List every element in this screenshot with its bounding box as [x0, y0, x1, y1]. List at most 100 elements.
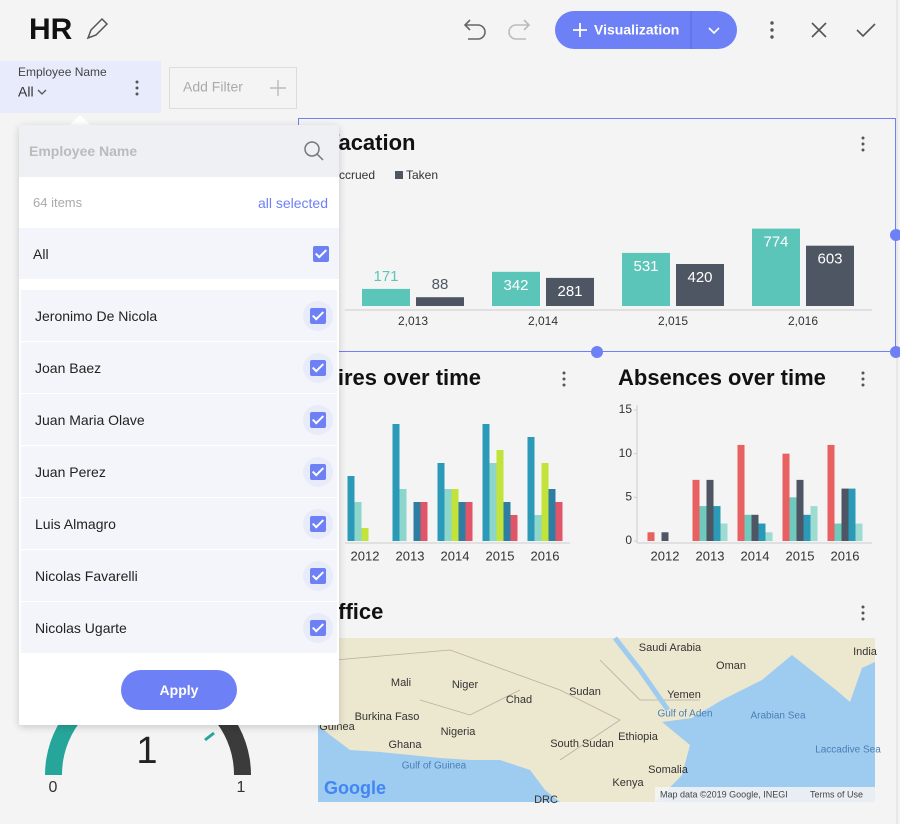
y-tick-label: 0 [625, 533, 632, 547]
bar [676, 264, 724, 306]
add-filter[interactable] [169, 67, 297, 109]
dashboard-title: HR [29, 13, 73, 46]
item-row[interactable]: Nicolas Ugarte [21, 602, 337, 653]
check [310, 568, 326, 584]
map-label: Gulf of Aden [657, 709, 712, 720]
x-tick-label: 2,014 [528, 314, 558, 328]
checkbox[interactable] [313, 246, 329, 262]
map-label: Gulf of Guinea [402, 761, 467, 772]
attribution-bg [655, 787, 875, 802]
item-row[interactable]: Luis Almagro [21, 498, 337, 549]
checkbox[interactable] [303, 561, 333, 591]
confirm[interactable] [856, 23, 876, 38]
bar [548, 489, 556, 541]
button-menu[interactable] [708, 27, 720, 35]
bar [347, 476, 355, 541]
map-label: Nigeria [441, 726, 477, 738]
x-tick-label: 2013 [396, 548, 425, 563]
item-row[interactable]: Joan Baez [21, 342, 337, 393]
y-tick-label: 15 [619, 402, 633, 416]
item-row[interactable]: Juan Maria Olave [21, 394, 337, 445]
bar [496, 450, 504, 541]
map-label: Niger [452, 679, 479, 691]
bar [796, 479, 804, 541]
edit-icon[interactable] [86, 17, 109, 40]
bar [806, 245, 854, 306]
vacation-title: Vacation [325, 130, 415, 155]
filter-chip[interactable] [0, 61, 161, 113]
map: Saudi Arabia Oman India Yemen Gulf of Aden Ar… [279, 636, 881, 806]
bar [451, 489, 459, 541]
all-row[interactable]: All [19, 228, 339, 279]
checkbox[interactable] [303, 301, 333, 331]
red-sea [613, 636, 671, 712]
bar [420, 502, 428, 541]
bar [354, 502, 362, 541]
x-tick-label: 2013 [696, 548, 725, 563]
checkbox[interactable] [303, 405, 333, 435]
bar [465, 502, 473, 541]
bar [699, 506, 707, 541]
gauge-band [172, 676, 251, 775]
bar [437, 463, 445, 541]
item-row[interactable]: Jeronimo De Nicola [21, 290, 337, 341]
x-tick-label: 2,013 [398, 314, 428, 328]
map-label: Ethiopia [618, 731, 659, 743]
data-label: 281 [557, 283, 582, 300]
map-label: DRC [534, 794, 558, 806]
add-icon [270, 80, 286, 96]
more-menu[interactable] [770, 21, 774, 39]
map-label: Ghana [388, 739, 422, 751]
item-row[interactable]: Nicolas Favarelli [21, 550, 337, 601]
bar [361, 528, 369, 541]
count-row: 64 items all selected [19, 177, 339, 227]
map-label: Sudan [569, 686, 601, 698]
x-tick-label: 2015 [786, 548, 815, 563]
bar [458, 502, 466, 541]
search-placeholder: Employee Name [29, 143, 138, 159]
x-tick-label: 2014 [441, 548, 470, 563]
filter-menu[interactable] [135, 80, 139, 96]
apply-button[interactable]: Apply [121, 670, 237, 710]
hires-title: Hires over time [322, 365, 481, 390]
x-tick-label: 2012 [351, 548, 380, 563]
map-attribution: Map data ©2019 Google, INEGI [660, 789, 788, 799]
bar [413, 502, 421, 541]
legend-swatch [395, 171, 403, 179]
search[interactable]: Employee Name [19, 125, 339, 177]
map-label: India [853, 646, 878, 658]
legend-label: Taken [406, 168, 438, 182]
checkbox[interactable] [303, 509, 333, 539]
checkbox[interactable] [303, 457, 333, 487]
bar [510, 515, 518, 541]
data-label: 88 [432, 276, 449, 293]
pointer [70, 115, 90, 125]
bar [541, 463, 549, 541]
data-label: 774 [763, 234, 788, 251]
checkbox[interactable] [303, 353, 333, 383]
data-label: 603 [817, 251, 842, 268]
select-toggle[interactable]: all selected [257, 195, 328, 211]
tile-menus[interactable] [562, 136, 865, 621]
x-tick-label: 2014 [741, 548, 770, 563]
resize-handles[interactable] [591, 229, 900, 358]
legend-label: Accrued [331, 168, 375, 182]
bar [789, 497, 797, 541]
check [310, 464, 326, 480]
map-label: Burkina Faso [355, 711, 420, 723]
map-label: Oman [716, 660, 746, 672]
bar [546, 277, 594, 306]
gauge-min: 0 [49, 779, 58, 796]
close[interactable] [811, 22, 827, 38]
item-row[interactable]: Juan Perez [21, 446, 337, 497]
all-label: All [33, 246, 49, 262]
checkbox[interactable] [303, 613, 333, 643]
item-count: 64 items [33, 195, 83, 210]
bar [503, 502, 511, 541]
map-label: Yemen [667, 689, 701, 701]
undo[interactable] [463, 19, 486, 40]
bar [706, 479, 714, 541]
x-tick-label: 2016 [831, 548, 860, 563]
button-label: Visualization [594, 22, 679, 38]
bar [622, 252, 670, 306]
